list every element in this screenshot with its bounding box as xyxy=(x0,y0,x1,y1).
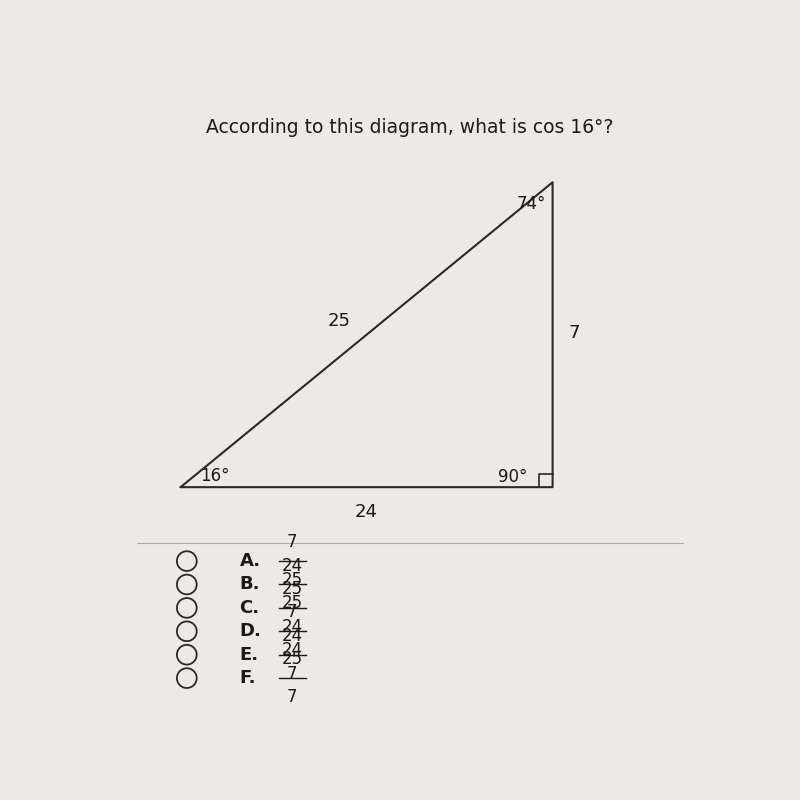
Text: 24: 24 xyxy=(282,557,302,574)
Text: 24: 24 xyxy=(355,503,378,521)
Text: 7: 7 xyxy=(287,534,298,551)
Text: 24: 24 xyxy=(282,641,302,659)
Text: A.: A. xyxy=(239,552,261,570)
Text: 25: 25 xyxy=(282,594,302,612)
Text: 7: 7 xyxy=(287,603,298,622)
Text: E.: E. xyxy=(239,646,258,664)
Text: 90°: 90° xyxy=(498,468,527,486)
Text: 7: 7 xyxy=(287,688,298,706)
Text: C.: C. xyxy=(239,599,260,617)
Text: B.: B. xyxy=(239,575,260,594)
Text: 74°: 74° xyxy=(516,195,546,213)
Text: 24: 24 xyxy=(282,627,302,645)
Text: F.: F. xyxy=(239,669,256,687)
Text: 25: 25 xyxy=(327,312,350,330)
Text: 24: 24 xyxy=(282,618,302,636)
Text: According to this diagram, what is cos 16°?: According to this diagram, what is cos 1… xyxy=(206,118,614,137)
Text: D.: D. xyxy=(239,622,262,640)
Text: 16°: 16° xyxy=(200,467,230,485)
Text: 25: 25 xyxy=(282,571,302,589)
Text: 7: 7 xyxy=(569,324,580,342)
Text: 25: 25 xyxy=(282,580,302,598)
Text: 25: 25 xyxy=(282,650,302,668)
Text: 7: 7 xyxy=(287,665,298,682)
